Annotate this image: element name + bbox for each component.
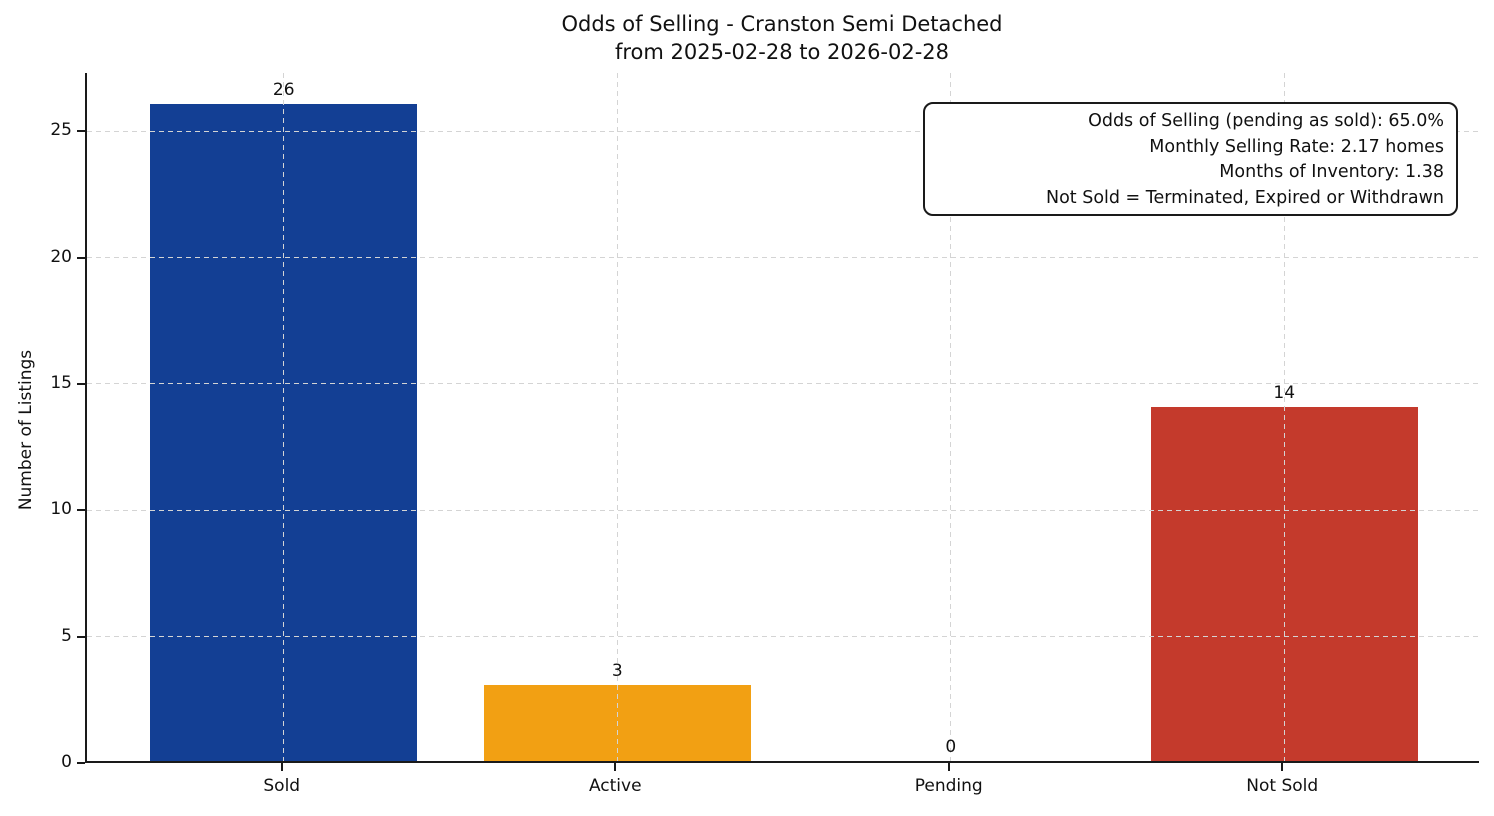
y-tick-mark — [77, 762, 85, 764]
annotation-line-inventory: Months of Inventory: 1.38 — [1219, 162, 1444, 182]
plot-area: 26 3 0 14 — [85, 73, 1479, 763]
y-tick-label: 15 — [50, 372, 72, 393]
gridline-vertical — [950, 73, 952, 761]
x-tick-mark — [1281, 763, 1284, 771]
gridline-vertical — [283, 73, 285, 761]
gridline-horizontal — [87, 257, 1479, 258]
gridline-horizontal — [87, 130, 1479, 132]
y-tick-mark — [77, 635, 85, 638]
annotation-line-rate: Monthly Selling Rate: 2.17 homes — [1149, 136, 1444, 157]
gridline-horizontal — [87, 383, 1479, 385]
x-tick-label-sold: Sold — [263, 776, 301, 796]
bar-value-label: 3 — [611, 661, 623, 682]
y-tick-label: 10 — [50, 499, 72, 520]
gridline-vertical — [616, 73, 618, 761]
y-tick-mark — [77, 382, 85, 385]
chart-title-line2: from 2025-02-28 to 2026-02-28 — [614, 40, 950, 64]
gridline-horizontal — [87, 509, 1479, 511]
x-tick-label-not-sold: Not Sold — [1246, 776, 1319, 796]
y-tick-mark — [77, 130, 85, 133]
y-tick-label: 25 — [50, 120, 72, 141]
annotation-box: Odds of Selling (pending as sold): 65.0%… — [923, 102, 1458, 216]
bar-value-label: 14 — [1273, 383, 1296, 404]
y-tick-mark — [77, 256, 85, 259]
y-tick-label: 20 — [50, 246, 72, 267]
bar-value-label: 0 — [945, 737, 957, 757]
x-tick-mark — [280, 763, 283, 771]
x-tick-label-active: Active — [588, 776, 642, 796]
gridline-horizontal — [87, 636, 1479, 638]
chart-title-line1: Odds of Selling - Cranston Semi Detached — [561, 12, 1003, 36]
y-tick-label: 5 — [61, 625, 72, 646]
gridline-vertical — [1283, 73, 1285, 761]
chart-title: Odds of Selling - Cranston Semi Detached… — [85, 10, 1479, 66]
x-tick-mark — [947, 763, 950, 771]
x-tick-label-pending: Pending — [914, 776, 983, 796]
y-tick-label: 0 — [61, 752, 72, 772]
x-tick-mark — [614, 763, 617, 771]
annotation-line-odds: Odds of Selling (pending as sold): 65.0% — [1088, 111, 1444, 131]
y-tick-mark — [77, 509, 85, 512]
annotation-line-notsold: Not Sold = Terminated, Expired or Withdr… — [1045, 187, 1444, 208]
bar-value-label: 26 — [272, 79, 295, 100]
